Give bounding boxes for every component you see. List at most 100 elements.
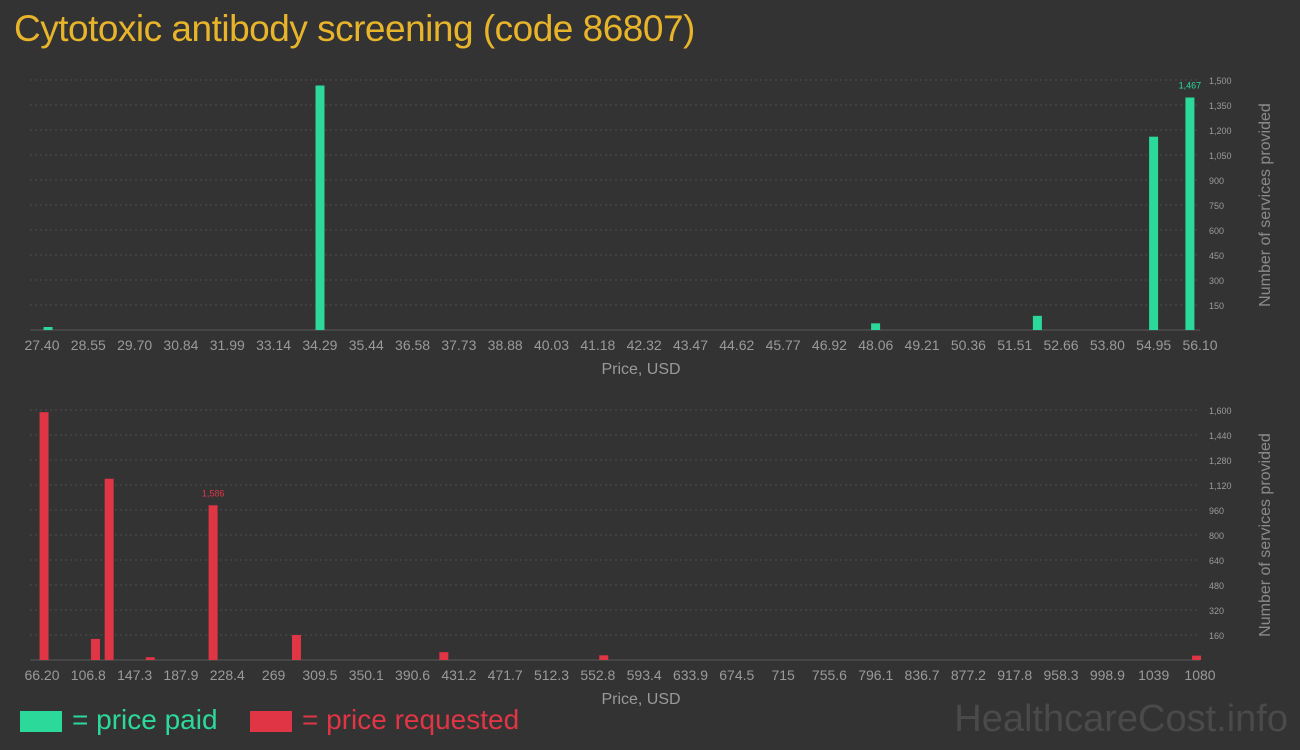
bar xyxy=(315,85,325,330)
chart-price-requested: 160 320 480 640 800 960 1,120 1,280 1,440 1,600 66… xyxy=(24,406,1274,708)
x-tick-label: 958.3 xyxy=(1044,667,1079,683)
x-tick-label: 998.9 xyxy=(1090,667,1125,683)
x-tick-label: 34.29 xyxy=(302,337,337,353)
x-tick-label: 350.1 xyxy=(349,667,384,683)
x-tick-label: 796.1 xyxy=(858,667,893,683)
y-tick-label: 960 xyxy=(1209,506,1224,516)
y-tick-label: 1,050 xyxy=(1209,151,1232,161)
x-tick-label: 593.4 xyxy=(627,667,662,683)
chart-title: Cytotoxic antibody screening (code 86807… xyxy=(14,8,695,49)
x-tick-label: 106.8 xyxy=(71,667,106,683)
bar xyxy=(871,323,881,330)
x-tick-label: 48.06 xyxy=(858,337,893,353)
x-tick-label: 50.36 xyxy=(951,337,986,353)
y-tick-label: 640 xyxy=(1209,556,1224,566)
bar xyxy=(1032,315,1042,330)
y-tick-label: 1,500 xyxy=(1209,76,1232,86)
x-tick-label: 836.7 xyxy=(905,667,940,683)
x-tick-label: 431.2 xyxy=(441,667,476,683)
y-tick-label: 480 xyxy=(1209,581,1224,591)
x-tick-label: 674.5 xyxy=(719,667,754,683)
max-value-label: 1,467 xyxy=(1179,81,1202,91)
x-tick-label: 471.7 xyxy=(488,667,523,683)
bar xyxy=(104,478,114,660)
x-tick-label: 27.40 xyxy=(24,337,59,353)
x-tick-label: 38.88 xyxy=(488,337,523,353)
x-tick-label: 512.3 xyxy=(534,667,569,683)
x-tick-label: 187.9 xyxy=(163,667,198,683)
x-tick-label: 228.4 xyxy=(210,667,245,683)
bar xyxy=(43,327,53,330)
chart-price-paid: 150 300 450 600 750 900 1,050 1,200 1,350 1,500 27… xyxy=(24,76,1274,378)
legend-price-requested: = price requested xyxy=(250,704,519,736)
bar xyxy=(1149,136,1159,330)
bar xyxy=(439,652,449,660)
x-tick-label: 29.70 xyxy=(117,337,152,353)
legend-price-paid: = price paid xyxy=(20,704,218,736)
x-tick-label: 44.62 xyxy=(719,337,754,353)
y-tick-label: 1,120 xyxy=(1209,481,1232,491)
x-tick-label: 36.58 xyxy=(395,337,430,353)
y-tick-label: 300 xyxy=(1209,276,1224,286)
y-axis-label: Number of services provided xyxy=(1257,433,1274,637)
y-tick-label: 1,600 xyxy=(1209,406,1232,416)
x-tick-label: 309.5 xyxy=(302,667,337,683)
y-tick-label: 900 xyxy=(1209,176,1224,186)
bar xyxy=(599,655,609,660)
x-tick-label: 37.73 xyxy=(441,337,476,353)
bar xyxy=(1185,97,1195,330)
bar xyxy=(1192,655,1202,660)
y-tick-label: 1,440 xyxy=(1209,431,1232,441)
y-tick-label: 320 xyxy=(1209,606,1224,616)
x-tick-label: 54.95 xyxy=(1136,337,1171,353)
x-tick-label: 1080 xyxy=(1184,667,1215,683)
y-axis-label: Number of services provided xyxy=(1257,103,1274,307)
x-tick-label: 30.84 xyxy=(163,337,198,353)
x-tick-label: 46.92 xyxy=(812,337,847,353)
x-tick-label: 45.77 xyxy=(766,337,801,353)
x-tick-label: 66.20 xyxy=(24,667,59,683)
y-tick-label: 1,350 xyxy=(1209,101,1232,111)
x-tick-label: 41.18 xyxy=(580,337,615,353)
y-tick-label: 160 xyxy=(1209,631,1224,641)
bar xyxy=(208,505,218,660)
y-tick-label: 600 xyxy=(1209,226,1224,236)
x-tick-label: 147.3 xyxy=(117,667,152,683)
x-tick-label: 28.55 xyxy=(71,337,106,353)
x-tick-label: 633.9 xyxy=(673,667,708,683)
y-tick-label: 1,280 xyxy=(1209,456,1232,466)
x-tick-label: 552.8 xyxy=(580,667,615,683)
watermark: HealthcareCost.info xyxy=(954,698,1288,740)
bar xyxy=(90,638,100,660)
x-tick-label: 715 xyxy=(771,667,795,683)
max-value-label: 1,586 xyxy=(202,488,225,498)
bar xyxy=(291,635,301,660)
x-axis-label: Price, USD xyxy=(601,361,680,378)
y-tick-label: 750 xyxy=(1209,201,1224,211)
x-tick-label: 1039 xyxy=(1138,667,1169,683)
x-tick-label: 755.6 xyxy=(812,667,847,683)
x-tick-label: 390.6 xyxy=(395,667,430,683)
bar xyxy=(145,657,155,660)
x-tick-label: 33.14 xyxy=(256,337,291,353)
x-tick-label: 42.32 xyxy=(627,337,662,353)
y-tick-label: 150 xyxy=(1209,301,1224,311)
legend-swatch-requested xyxy=(250,711,292,733)
y-tick-label: 800 xyxy=(1209,531,1224,541)
x-tick-label: 31.99 xyxy=(210,337,245,353)
x-tick-label: 40.03 xyxy=(534,337,569,353)
x-tick-label: 269 xyxy=(262,667,286,683)
bar xyxy=(39,412,49,660)
legend-label-requested: = price requested xyxy=(302,704,520,735)
x-tick-label: 917.8 xyxy=(997,667,1032,683)
y-tick-label: 450 xyxy=(1209,251,1224,261)
x-tick-label: 52.66 xyxy=(1044,337,1079,353)
y-tick-label: 1,200 xyxy=(1209,126,1232,136)
x-tick-label: 49.21 xyxy=(905,337,940,353)
legend-label-paid: = price paid xyxy=(72,704,218,735)
x-tick-label: 53.80 xyxy=(1090,337,1125,353)
x-tick-label: 877.2 xyxy=(951,667,986,683)
x-tick-label: 51.51 xyxy=(997,337,1032,353)
x-tick-label: 56.10 xyxy=(1182,337,1217,353)
